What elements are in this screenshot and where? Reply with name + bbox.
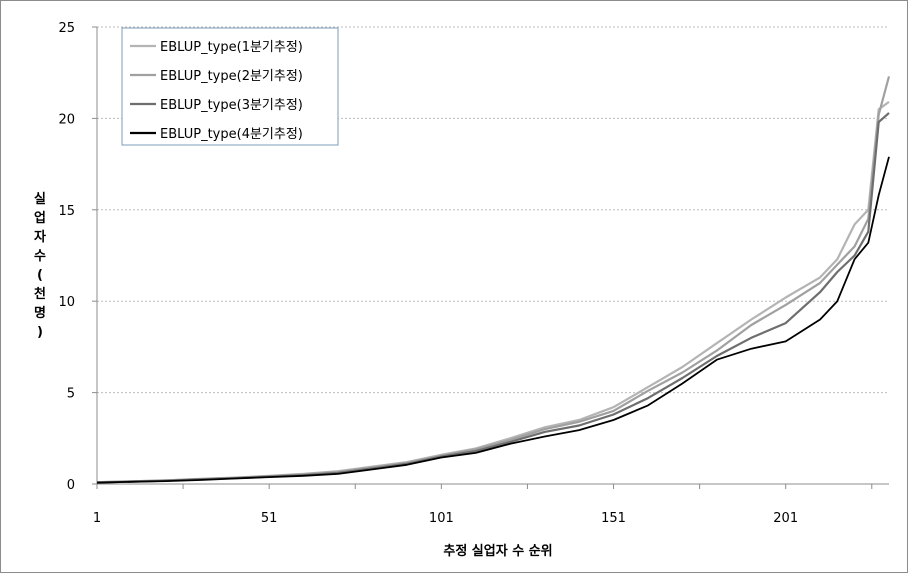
x-tick-label: 151 [601, 511, 626, 526]
y-tick-label: 25 [58, 21, 75, 36]
y-tick-label: 10 [58, 295, 75, 310]
legend-label: EBLUP_type(3분기추정) [160, 98, 303, 113]
legend: EBLUP_type(1분기추정) EBLUP_type(2분기추정) EBLUP_… [121, 27, 339, 146]
y-tick-label: 20 [58, 112, 75, 127]
series-lines [96, 76, 891, 484]
legend-box [121, 27, 339, 146]
series-line-1 [96, 101, 890, 484]
grid-lines [97, 26, 889, 394]
y-tick-label: 15 [58, 204, 75, 219]
legend-label: EBLUP_type(1분기추정) [160, 40, 303, 55]
y-axis-ticks: 0 5 10 15 20 25 [58, 21, 97, 493]
y-axis-title: 실 업 자 수(천 명) [34, 191, 46, 340]
x-tick-label: 51 [261, 511, 278, 526]
y-tick-label: 5 [67, 387, 75, 402]
x-tick-label: 201 [773, 511, 798, 526]
series-line-3 [96, 112, 890, 484]
x-tick-label: 1 [93, 511, 101, 526]
legend-label: EBLUP_type(2분기추정) [160, 69, 303, 84]
y-tick-label: 0 [67, 478, 75, 493]
series-line-4 [96, 156, 890, 484]
x-axis-ticks: 1 51 101 151 201 [93, 484, 873, 526]
x-tick-label: 101 [429, 511, 454, 526]
x-axis-title: 추정 실업자 수 순위 [443, 543, 552, 559]
legend-label: EBLUP_type(4분기추정) [160, 127, 303, 142]
